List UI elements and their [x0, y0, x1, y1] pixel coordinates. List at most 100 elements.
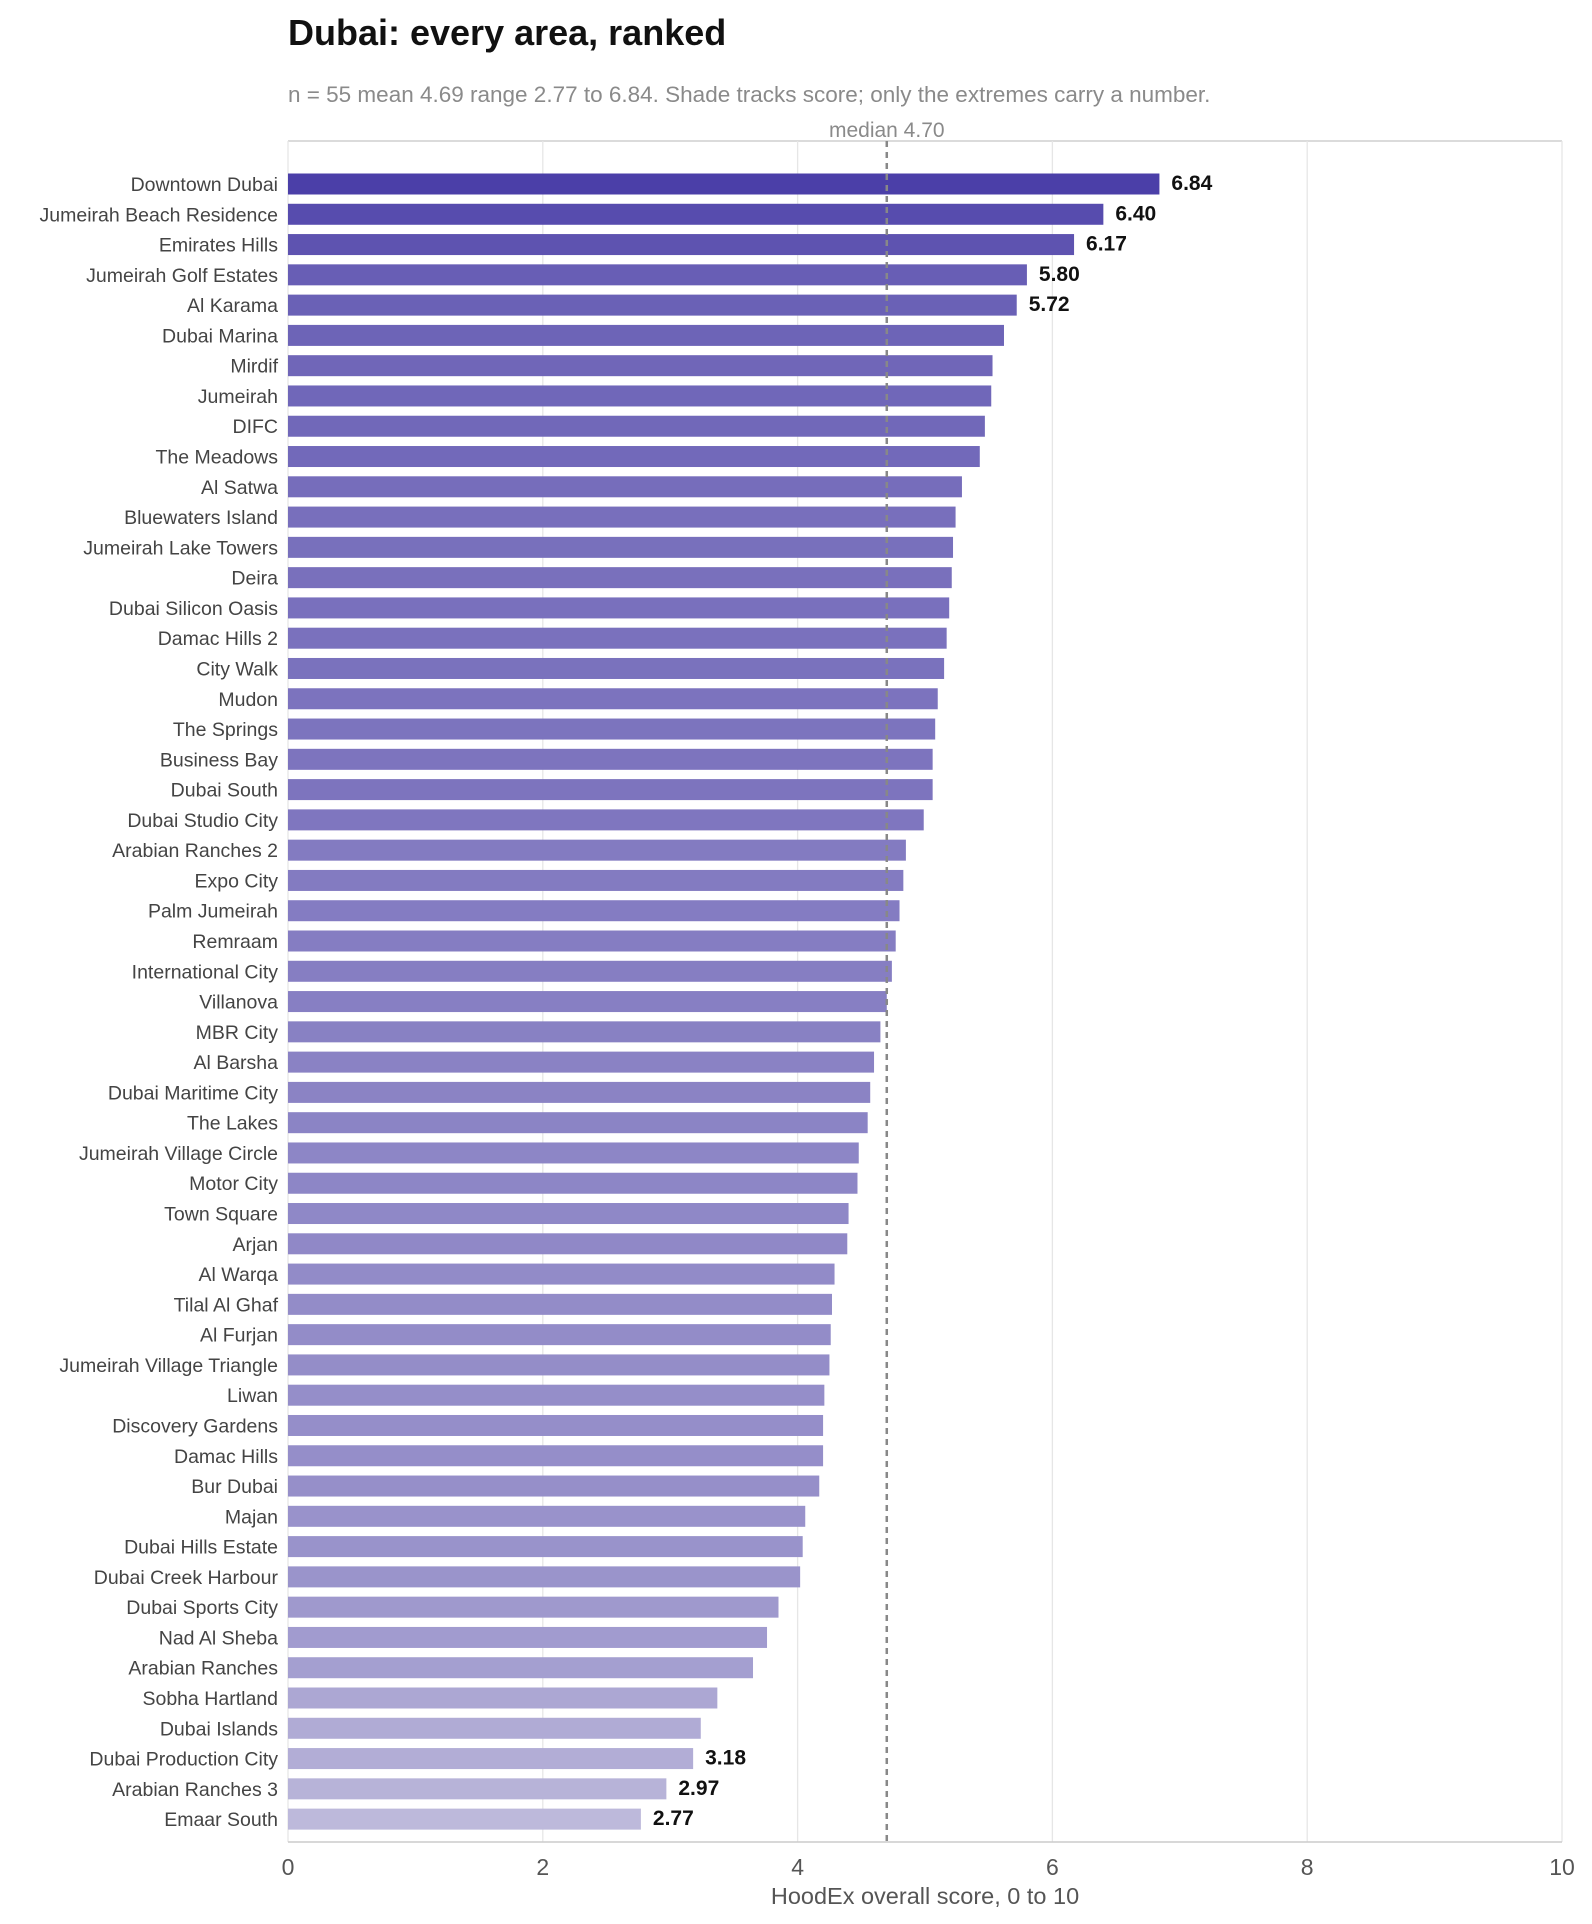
bar [288, 415, 985, 437]
category-label: Deira [231, 568, 278, 590]
x-tick-label: 6 [1046, 1854, 1059, 1880]
category-label: Al Barsha [193, 1052, 278, 1074]
category-label: Dubai Silicon Oasis [109, 598, 278, 620]
category-label: Arabian Ranches 2 [112, 840, 278, 862]
bar [288, 173, 1160, 195]
bar [288, 385, 992, 407]
bar [288, 869, 904, 891]
bar [288, 718, 936, 740]
x-axis: 0 2 4 6 8 10 HoodEx overall score, 0 to 10 [282, 1841, 1575, 1909]
bar [288, 779, 933, 801]
data-label: 6.84 [1171, 172, 1212, 195]
category-label: Dubai Islands [160, 1718, 278, 1740]
bar [288, 627, 947, 649]
x-axis-title: HoodEx overall score, 0 to 10 [771, 1883, 1079, 1909]
category-label: Mirdif [230, 356, 278, 378]
bar [288, 1112, 868, 1134]
category-label: Nad Al Sheba [159, 1627, 278, 1649]
bar [288, 355, 993, 377]
data-label: 2.77 [653, 1807, 694, 1830]
category-label: Al Satwa [201, 477, 278, 499]
category-label: Al Karama [187, 295, 278, 317]
category-label: Al Furjan [200, 1325, 278, 1347]
bar [288, 1536, 803, 1558]
bar [288, 657, 945, 679]
category-label: Jumeirah Village Triangle [59, 1355, 278, 1377]
bar [288, 1475, 820, 1497]
category-label: Town Square [164, 1204, 278, 1226]
bar [288, 1324, 831, 1346]
bar [288, 1414, 824, 1436]
category-label: MBR City [196, 1022, 279, 1044]
bar [288, 506, 956, 528]
bar [288, 567, 952, 589]
category-label: Jumeirah [198, 386, 278, 408]
category-label: Discovery Gardens [112, 1415, 278, 1437]
bar [288, 1293, 832, 1315]
category-label: Dubai Production City [89, 1749, 278, 1771]
chart-title: Dubai: every area, ranked [288, 12, 727, 53]
median-marker: median 4.70 [829, 119, 945, 1842]
category-label: Dubai Marina [162, 325, 278, 347]
category-label: Arjan [232, 1234, 278, 1256]
category-label: Dubai Creek Harbour [94, 1567, 279, 1589]
x-tick-label: 2 [536, 1854, 549, 1880]
category-label: The Meadows [156, 447, 279, 469]
category-label: Damac Hills [174, 1446, 278, 1468]
category-label: Tilal Al Ghaf [174, 1294, 279, 1316]
category-label: Arabian Ranches [128, 1658, 278, 1680]
bar [288, 1778, 667, 1800]
category-label: Bluewaters Island [124, 507, 278, 529]
bar [288, 1445, 824, 1467]
bar [288, 1717, 701, 1739]
category-label: Palm Jumeirah [148, 901, 278, 923]
category-label: Sobha Hartland [142, 1688, 278, 1710]
chart-subtitle: n = 55 mean 4.69 range 2.77 to 6.84. Sha… [288, 82, 1211, 107]
bar [288, 1203, 849, 1225]
data-label: 6.40 [1115, 202, 1156, 225]
category-label: Arabian Ranches 3 [112, 1779, 278, 1801]
category-label: Downtown Dubai [131, 174, 278, 196]
category-label: Jumeirah Golf Estates [86, 265, 278, 287]
category-labels: Downtown Dubai Jumeirah Beach Residence Em… [40, 174, 279, 1831]
bar [288, 1505, 806, 1527]
bar [288, 1081, 871, 1103]
category-label: Remraam [192, 931, 278, 953]
bar [288, 1172, 858, 1194]
bar [288, 1808, 641, 1830]
category-label: Jumeirah Lake Towers [83, 537, 278, 559]
bar [288, 203, 1104, 225]
category-label: Dubai Maritime City [108, 1082, 278, 1104]
bar [288, 1566, 801, 1588]
bar [288, 960, 892, 982]
category-label: Jumeirah Beach Residence [40, 204, 278, 226]
bar [288, 294, 1017, 316]
category-label: The Springs [173, 719, 278, 741]
bar [288, 1626, 768, 1648]
bar [288, 1657, 754, 1679]
x-tick-label: 10 [1549, 1854, 1575, 1880]
data-label: 2.97 [678, 1777, 719, 1800]
bar [288, 446, 980, 468]
category-label: International City [132, 961, 279, 983]
category-label: Expo City [195, 870, 279, 892]
x-tick-label: 4 [791, 1854, 804, 1880]
bar [288, 991, 887, 1013]
category-label: City Walk [196, 658, 278, 680]
bar [288, 1233, 848, 1255]
category-label: Villanova [199, 992, 278, 1014]
category-label: Dubai South [171, 780, 278, 802]
bar [288, 476, 962, 498]
bar [288, 264, 1027, 286]
bar [288, 1748, 694, 1770]
data-label: 6.17 [1086, 233, 1127, 256]
category-label: Liwan [227, 1385, 278, 1407]
bar [288, 688, 938, 710]
bar [288, 1142, 859, 1164]
category-label: Motor City [189, 1173, 278, 1195]
bar [288, 1596, 779, 1618]
bar [288, 1021, 881, 1043]
bars [288, 173, 1160, 1830]
bar [288, 748, 933, 770]
